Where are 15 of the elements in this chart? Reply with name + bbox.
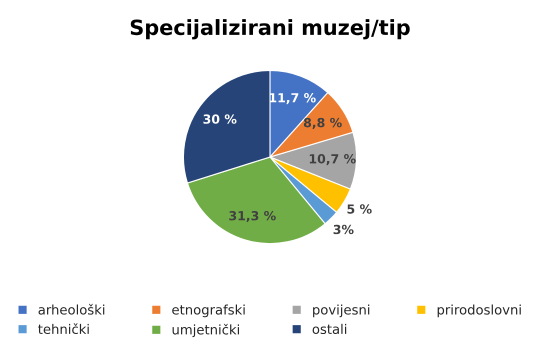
data-label: 31,3 % — [229, 210, 276, 222]
legend-label: etnografski — [172, 304, 245, 318]
data-label: 8,8 % — [304, 118, 342, 129]
data-label: 3% — [334, 224, 354, 234]
legend-label: povijesni — [313, 304, 370, 318]
data-label: 11,7 % — [270, 93, 316, 104]
legend-label: tehnički — [38, 323, 89, 334]
legend-label: prirodoslovni — [438, 304, 521, 318]
data-label: 30 % — [203, 114, 236, 124]
data-label: 5 % — [347, 204, 372, 214]
data-label: 10,7 % — [310, 154, 356, 166]
legend-label: arheološki — [38, 304, 104, 315]
legend-label: ostali — [312, 324, 346, 334]
legend-label: umjetnički — [172, 324, 240, 338]
chart-title: Specijalizirani muzej/tip — [130, 19, 410, 40]
